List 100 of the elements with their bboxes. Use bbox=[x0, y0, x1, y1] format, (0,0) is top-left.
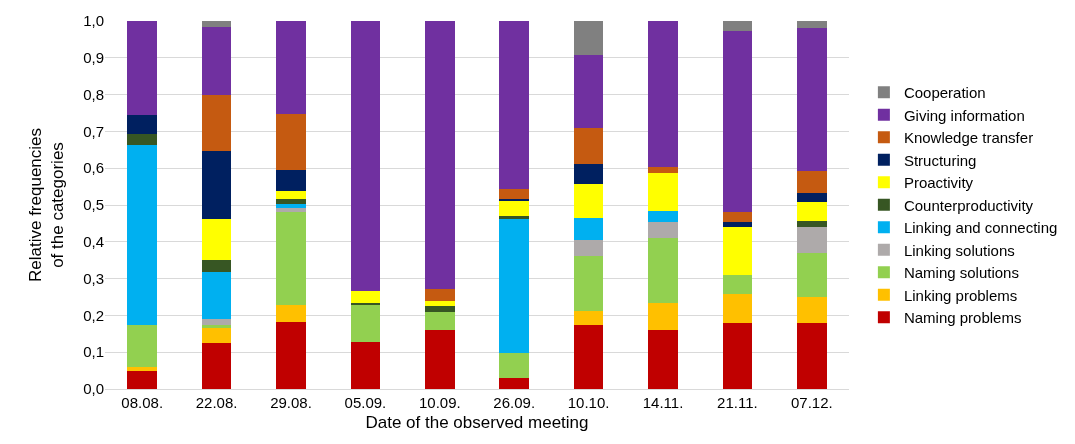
y-tick-label: 0,9 bbox=[83, 49, 104, 67]
bar bbox=[350, 21, 381, 291]
x-tick-label: 10.10. bbox=[567, 394, 610, 411]
bar bbox=[127, 366, 158, 371]
bar bbox=[648, 167, 678, 173]
bar bbox=[350, 290, 381, 303]
bar bbox=[350, 341, 381, 389]
bar bbox=[127, 325, 158, 367]
x-tick-label: 14.11. bbox=[642, 394, 684, 411]
y-tick-label: 0,6 bbox=[83, 159, 104, 177]
bar bbox=[424, 306, 455, 312]
bar bbox=[276, 190, 306, 200]
bar bbox=[127, 21, 158, 116]
bar bbox=[573, 239, 604, 256]
x-tick-label: 05.09. bbox=[344, 394, 387, 411]
bar bbox=[201, 324, 232, 328]
y-tick-label: 0,7 bbox=[83, 122, 104, 140]
x-tick-label: 22.08. bbox=[195, 394, 238, 411]
y-tick-label: 0,1 bbox=[83, 343, 104, 361]
bar bbox=[722, 226, 753, 275]
bar bbox=[722, 322, 753, 389]
bar bbox=[573, 55, 604, 129]
legend-label: Counterproductivity bbox=[903, 196, 1034, 214]
bar bbox=[127, 370, 158, 389]
bar bbox=[499, 215, 530, 219]
bar bbox=[573, 183, 604, 218]
bar bbox=[499, 353, 530, 378]
y-tick-label: 0,4 bbox=[83, 233, 104, 251]
bar bbox=[722, 274, 753, 295]
bar bbox=[648, 237, 678, 303]
bar bbox=[276, 199, 306, 204]
legend-label: Structuring bbox=[903, 151, 977, 169]
x-tick-label: 07.12. bbox=[790, 394, 833, 411]
bar bbox=[201, 318, 232, 325]
bar bbox=[276, 322, 306, 389]
y-tick-label: 0,0 bbox=[83, 380, 104, 398]
bar bbox=[796, 170, 827, 194]
bar bbox=[499, 377, 530, 389]
bar bbox=[276, 211, 306, 305]
bar bbox=[573, 311, 604, 325]
bar bbox=[201, 218, 232, 260]
legend-label: Naming problems bbox=[903, 309, 1022, 327]
bar bbox=[796, 193, 827, 203]
x-tick-label: 29.08. bbox=[270, 394, 312, 411]
bar bbox=[722, 212, 753, 222]
bar bbox=[796, 323, 827, 389]
bar bbox=[424, 311, 455, 331]
y-axis-title: Relative frequencies of the categories bbox=[25, 127, 67, 283]
bar bbox=[573, 324, 604, 389]
legend-label: Linking solutions bbox=[903, 241, 1015, 259]
y-tick-label: 0,3 bbox=[83, 269, 104, 287]
bar bbox=[796, 227, 827, 253]
bar bbox=[796, 202, 827, 222]
x-tick-label: 10.09. bbox=[418, 394, 461, 411]
bar bbox=[648, 221, 678, 238]
legend-label: Cooperation bbox=[903, 84, 986, 102]
bar bbox=[648, 330, 678, 389]
bar bbox=[499, 218, 530, 354]
bar bbox=[722, 294, 753, 323]
bar bbox=[201, 21, 232, 27]
bar bbox=[276, 169, 306, 191]
bar bbox=[499, 21, 530, 189]
x-tick-label: 21.11. bbox=[717, 394, 758, 411]
bar bbox=[796, 27, 827, 171]
bar bbox=[648, 172, 678, 211]
bar bbox=[796, 252, 827, 298]
bar bbox=[648, 21, 678, 168]
x-axis-title: Date of the observed meeting bbox=[365, 413, 589, 433]
legend-label: Linking and connecting bbox=[903, 219, 1058, 237]
legend-label: Proactivity bbox=[903, 174, 974, 192]
bar bbox=[201, 94, 232, 152]
bar bbox=[796, 21, 827, 28]
bar bbox=[201, 151, 232, 219]
y-tick-label: 0,2 bbox=[83, 306, 104, 324]
bar bbox=[424, 288, 455, 301]
bar bbox=[424, 300, 455, 307]
x-tick-label: 08.08. bbox=[121, 394, 164, 411]
bar bbox=[722, 30, 753, 213]
legend-label: Naming solutions bbox=[903, 264, 1019, 282]
bar bbox=[648, 210, 678, 222]
x-tick-label: 26.09. bbox=[493, 394, 536, 411]
bar bbox=[573, 217, 604, 240]
legend-label: Knowledge transfer bbox=[903, 129, 1034, 147]
y-tick-label: 1,0 bbox=[83, 12, 104, 30]
bar bbox=[127, 115, 158, 134]
bar bbox=[573, 128, 604, 165]
bar bbox=[276, 114, 306, 170]
legend-label: Giving information bbox=[903, 106, 1025, 124]
bar bbox=[796, 221, 827, 228]
bar bbox=[648, 302, 678, 331]
bar bbox=[201, 271, 232, 319]
bar bbox=[424, 21, 455, 289]
bar bbox=[499, 188, 530, 199]
bar bbox=[201, 26, 232, 95]
bar bbox=[350, 305, 381, 342]
bar bbox=[424, 330, 455, 389]
bar bbox=[722, 221, 753, 227]
bar bbox=[127, 133, 158, 146]
bar bbox=[573, 255, 604, 312]
y-tick-label: 0,5 bbox=[83, 196, 104, 214]
